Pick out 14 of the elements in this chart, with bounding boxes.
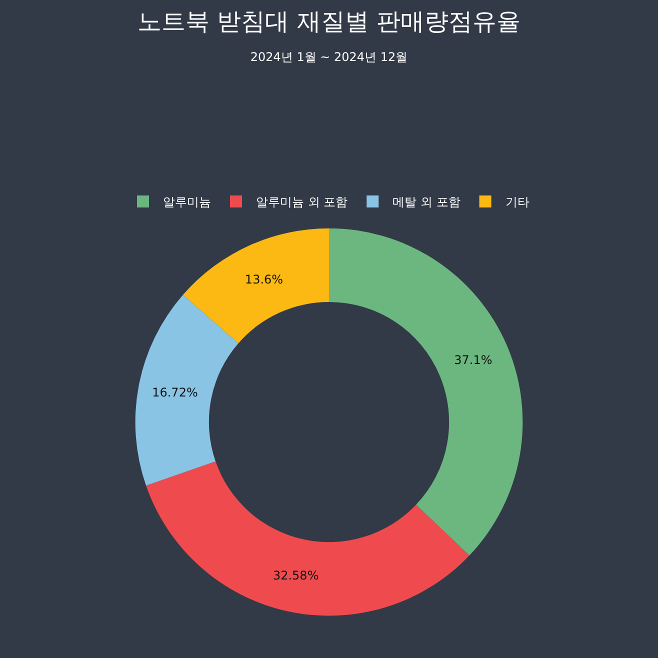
chart-subtitle: 2024년 1월 ~ 2024년 12월 [250, 50, 408, 64]
data-label: 13.6% [244, 272, 284, 286]
data-label: 32.58% [272, 568, 319, 582]
legend-label: 알루미늄 [163, 195, 211, 210]
donut-slice [182, 228, 329, 344]
chart-title: 노트북 받침대 재질별 판매량점유율 [138, 8, 520, 36]
legend-label: 알루미늄 외 포함 [256, 195, 348, 210]
legend-label: 메탈 외 포함 [392, 195, 460, 210]
data-label: 16.72% [152, 385, 198, 400]
donut-slice [146, 461, 470, 616]
legend-label: 기타 [505, 195, 530, 210]
data-label: 37.1% [454, 353, 492, 368]
donut-slice [135, 294, 238, 486]
donut-slice [329, 228, 523, 556]
